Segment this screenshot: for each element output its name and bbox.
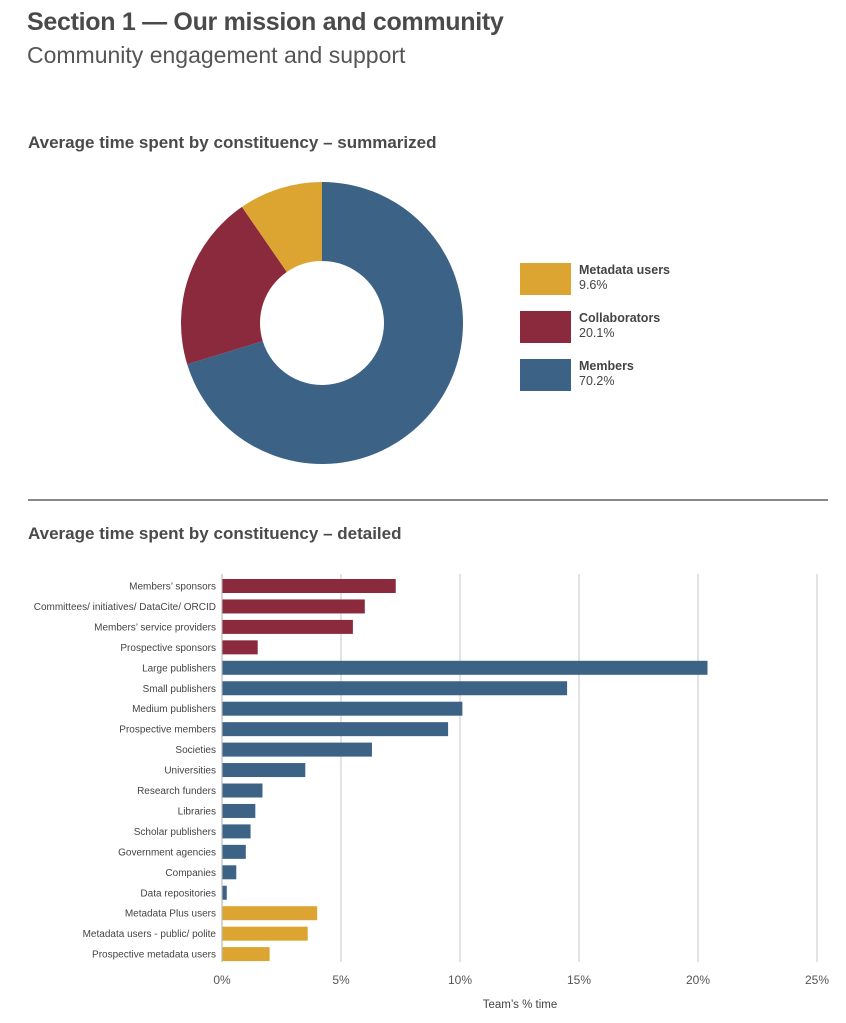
y-category-label: Societies (175, 745, 216, 756)
legend-swatch (520, 311, 571, 343)
legend-label: Metadata users (579, 263, 671, 277)
legend-value: 9.6% (579, 278, 608, 292)
y-category-label: Medium publishers (132, 704, 216, 715)
x-tick-label: 0% (213, 973, 231, 987)
section-subtitle: Community engagement and support (27, 42, 406, 68)
legend-swatch (520, 263, 571, 295)
bar (222, 579, 396, 593)
bar-chart-title: Average time spent by constituency – det… (28, 524, 402, 543)
y-category-label: Government agencies (118, 847, 216, 858)
bar (222, 640, 258, 655)
x-tick-label: 10% (448, 973, 472, 987)
y-category-label: Small publishers (143, 684, 216, 695)
x-tick-label: 20% (686, 973, 710, 987)
bar (222, 763, 306, 778)
bar (222, 947, 270, 962)
donut-slice-collaborators (181, 206, 287, 365)
bar (222, 803, 256, 818)
y-category-label: Data repositories (140, 888, 216, 899)
bar (222, 844, 246, 859)
bar (222, 742, 372, 757)
legend-label: Collaborators (579, 311, 661, 325)
bar (222, 619, 353, 634)
y-category-label: Members’ service providers (94, 622, 216, 633)
y-category-label: Members’ sponsors (129, 582, 216, 593)
bar (222, 681, 568, 696)
legend-swatch (520, 359, 571, 391)
y-category-label: Research funders (137, 786, 216, 797)
legend-value: 20.1% (579, 326, 615, 340)
legend-item: Members 70.2% (520, 359, 634, 391)
donut-slice-metadata-users (241, 182, 322, 272)
y-category-label: Prospective sponsors (120, 643, 216, 654)
y-category-label: Metadata Plus users (125, 909, 216, 920)
bar-chart: 0% 5% 10% 15% 20% 25% Members’ sponsors Committ… (34, 574, 829, 1011)
donut-slice-members (187, 182, 464, 464)
bar (222, 660, 708, 675)
y-category-label: Large publishers (142, 663, 216, 674)
legend-value: 70.2% (579, 374, 615, 388)
y-category-label: Prospective members (119, 725, 216, 736)
divider (28, 499, 828, 501)
x-tick-label: 25% (805, 973, 829, 987)
legend-item: Collaborators 20.1% (520, 311, 660, 343)
y-category-label: Committees/ initiatives/ DataCite/ ORCID (34, 602, 216, 613)
y-category-label: Prospective metadata users (92, 950, 216, 961)
bar (222, 824, 251, 839)
bar (222, 701, 463, 716)
legend-label: Members (579, 359, 634, 373)
donut-chart (181, 182, 464, 464)
x-tick-label: 15% (567, 973, 591, 987)
bar (222, 783, 263, 798)
y-category-label: Universities (164, 766, 216, 777)
x-tick-label: 5% (332, 973, 350, 987)
bar (222, 722, 449, 737)
y-category-label: Libraries (178, 806, 216, 817)
bar (222, 926, 308, 941)
x-axis-label: Team’s % time (483, 999, 558, 1011)
bar (222, 906, 318, 921)
section-title: Section 1 — Our mission and community (27, 8, 504, 36)
donut-chart-title: Average time spent by constituency – sum… (28, 133, 437, 152)
y-category-label: Scholar publishers (134, 827, 216, 838)
bar (222, 865, 237, 880)
y-category-label: Metadata users - public/ polite (83, 929, 217, 940)
y-category-label: Companies (165, 868, 216, 879)
bar (222, 599, 365, 614)
legend-item: Metadata users 9.6% (520, 263, 670, 295)
bar (222, 885, 227, 900)
